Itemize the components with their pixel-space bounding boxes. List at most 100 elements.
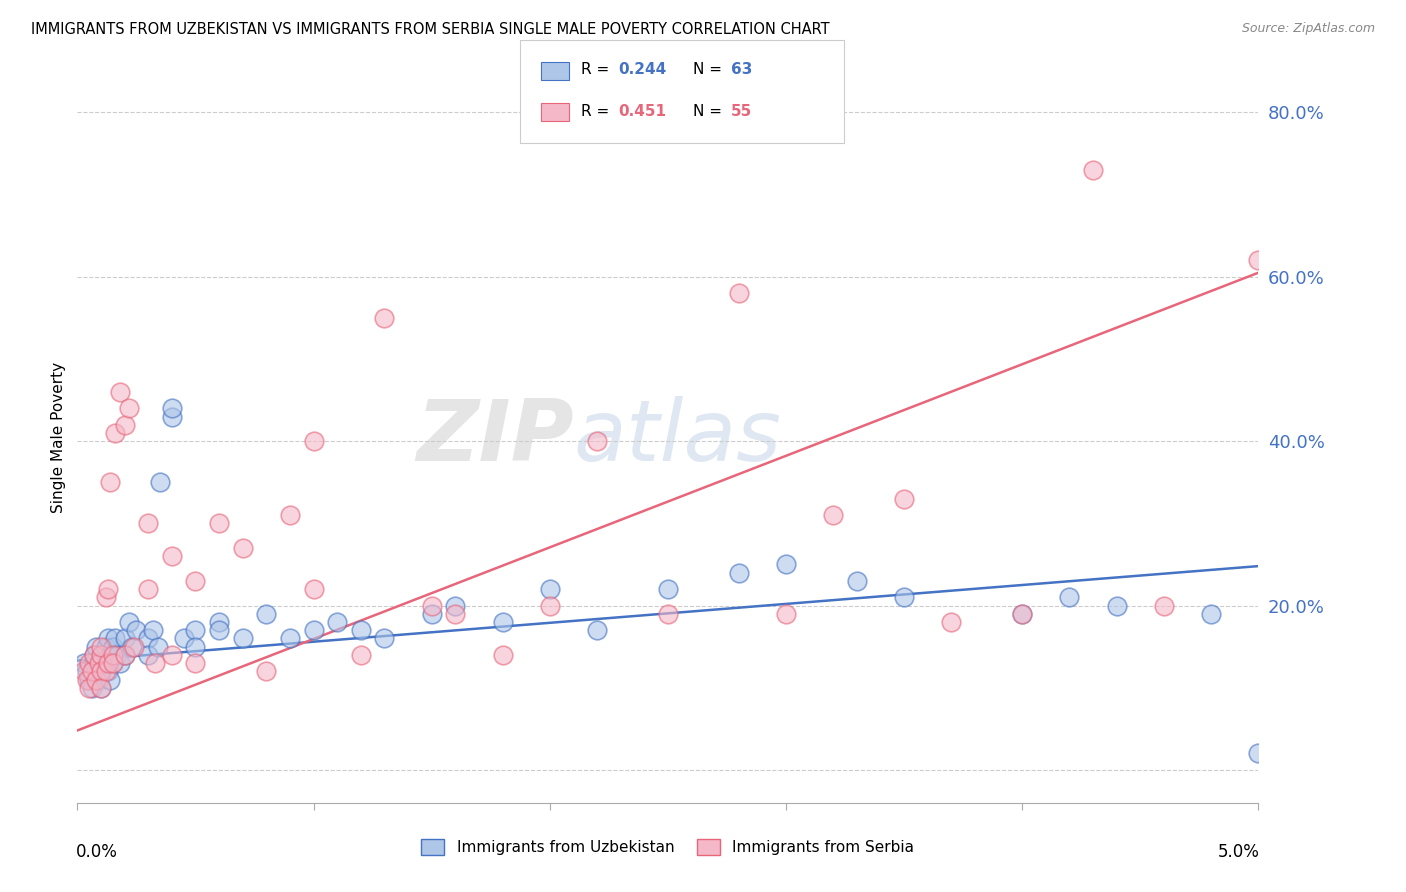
Point [184,574,207,588]
Point [125,624,148,638]
Point [1105,599,1128,613]
Point [160,648,183,662]
Point [100,648,122,662]
Point [373,310,395,325]
Point [444,599,467,613]
Point [94,656,117,670]
Point [143,656,166,670]
Point [97,632,120,646]
Point [350,624,373,638]
Point [76,665,98,679]
Point [97,582,120,596]
Point [845,574,868,588]
Point [350,648,373,662]
Point [1247,253,1270,268]
Point [1081,163,1104,178]
Point [184,624,207,638]
Text: R =: R = [581,62,614,78]
Point [254,665,277,679]
Point [1199,607,1222,621]
Text: N =: N = [693,62,727,78]
Y-axis label: Single Male Poverty: Single Male Poverty [51,361,66,513]
Point [136,582,159,596]
Point [232,541,254,555]
Point [941,615,963,629]
Point [1247,747,1270,761]
Point [101,656,124,670]
Point [114,632,136,646]
Point [122,640,145,654]
Point [420,599,443,613]
Point [77,673,100,687]
Point [491,615,513,629]
Point [87,656,110,670]
Point [94,640,117,654]
Text: 0.451: 0.451 [619,103,666,119]
Point [90,656,112,670]
Text: ZIP: ZIP [416,395,574,479]
Point [1059,591,1081,605]
Point [326,615,349,629]
Point [97,665,120,679]
Point [114,417,136,432]
Point [149,475,172,490]
Point [491,648,513,662]
Point [657,607,679,621]
Point [1153,599,1175,613]
Text: 0.0%: 0.0% [76,843,118,861]
Point [108,384,131,399]
Point [104,632,127,646]
Point [893,491,915,506]
Point [90,648,112,662]
Point [101,648,124,662]
Point [727,566,749,580]
Point [83,648,105,662]
Text: N =: N = [693,103,727,119]
Point [1011,607,1033,621]
Point [373,632,395,646]
Point [538,599,561,613]
Point [77,656,100,670]
Point [90,681,112,695]
Point [586,624,609,638]
Point [73,656,96,670]
Point [97,656,120,670]
Text: 5.0%: 5.0% [1218,843,1260,861]
Point [84,665,107,679]
Point [94,665,117,679]
Point [893,591,915,605]
Point [83,656,105,670]
Point [160,549,183,564]
Point [173,632,195,646]
Point [76,673,98,687]
Point [136,516,159,531]
Point [208,615,231,629]
Point [90,681,112,695]
Point [87,673,110,687]
Point [77,681,100,695]
Point [146,640,169,654]
Point [118,401,141,416]
Point [73,665,96,679]
Point [302,434,325,449]
Legend: Immigrants from Uzbekistan, Immigrants from Serbia: Immigrants from Uzbekistan, Immigrants f… [415,833,921,861]
Point [1011,607,1033,621]
Text: Source: ZipAtlas.com: Source: ZipAtlas.com [1241,22,1375,36]
Point [114,648,136,662]
Point [184,656,207,670]
Point [420,607,443,621]
Point [538,582,561,596]
Point [100,673,122,687]
Point [302,582,325,596]
Text: 55: 55 [731,103,752,119]
Point [83,648,105,662]
Point [100,475,122,490]
Point [586,434,609,449]
Point [107,648,129,662]
Point [101,656,124,670]
Point [101,640,124,654]
Point [208,624,231,638]
Text: atlas: atlas [574,395,782,479]
Point [84,673,107,687]
Point [84,640,107,654]
